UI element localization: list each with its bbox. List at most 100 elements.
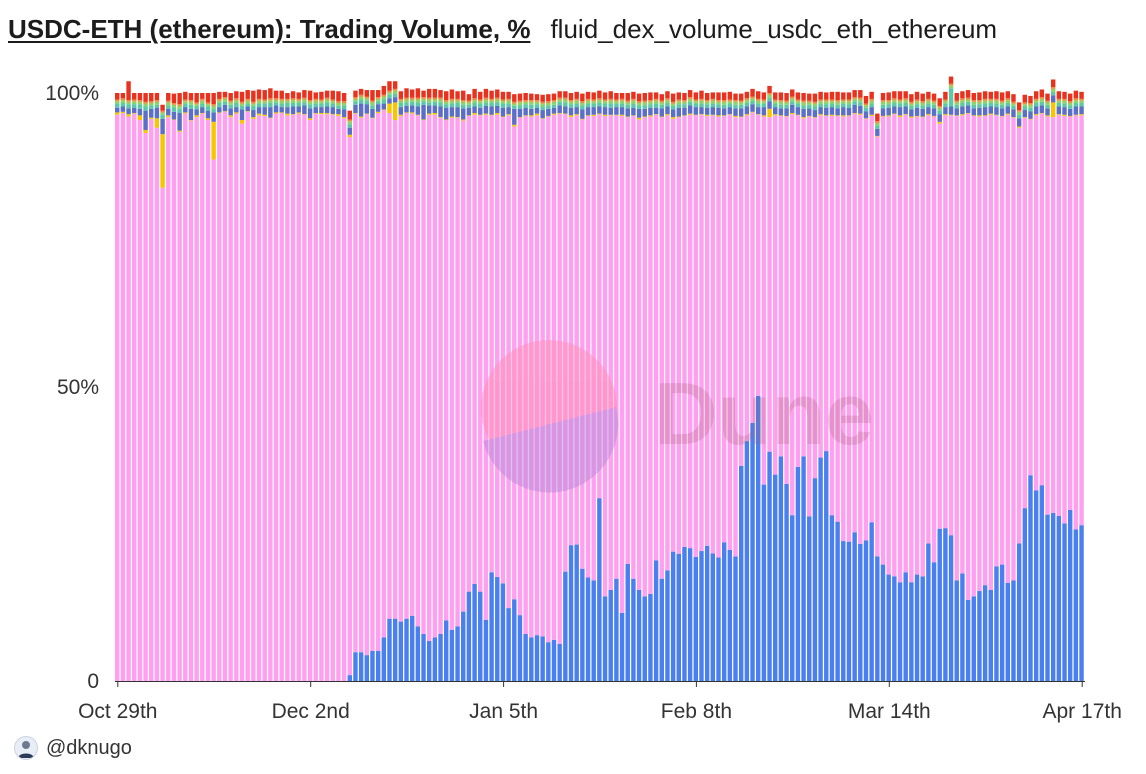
bar-stack[interactable] (801, 93, 806, 681)
bar-stack[interactable] (358, 88, 364, 681)
bar-stack[interactable] (398, 91, 404, 681)
bar-stack[interactable] (1028, 95, 1033, 681)
bar-stack[interactable] (863, 95, 869, 681)
bar-stack[interactable] (982, 91, 988, 681)
bar-stack[interactable] (1079, 91, 1084, 681)
bar-stack[interactable] (869, 91, 874, 681)
bar-stack[interactable] (790, 89, 795, 681)
chart-title-link[interactable]: USDC-ETH (ethereum): Trading Volume, % (8, 14, 531, 44)
bar-stack[interactable] (875, 113, 880, 681)
bar-stack[interactable] (937, 98, 942, 681)
bar-stack[interactable] (1005, 91, 1010, 681)
bar-stack[interactable] (256, 89, 262, 682)
bar-stack[interactable] (682, 93, 687, 681)
bar-stack[interactable] (296, 92, 301, 681)
bar-stack[interactable] (733, 93, 738, 681)
bar-stack[interactable] (614, 93, 619, 681)
bar-stack[interactable] (670, 93, 676, 681)
bar-stack[interactable] (597, 90, 602, 681)
bar-stack[interactable] (920, 93, 925, 681)
bar-stack[interactable] (897, 91, 903, 681)
bar-stack[interactable] (154, 93, 160, 681)
bar-stack[interactable] (449, 89, 455, 681)
bar-stack[interactable] (143, 93, 148, 682)
bar-stack[interactable] (755, 91, 761, 681)
bar-stack[interactable] (217, 91, 222, 682)
bar-stack[interactable] (943, 91, 948, 681)
bar-stack[interactable] (1073, 90, 1079, 681)
bar-stack[interactable] (336, 91, 341, 682)
bar-stack[interactable] (483, 88, 489, 681)
bar-stack[interactable] (738, 93, 744, 681)
bar-stack[interactable] (426, 88, 432, 681)
bar-stack[interactable] (994, 91, 999, 681)
bar-stack[interactable] (330, 90, 335, 681)
bar-stack[interactable] (960, 91, 965, 681)
bar-stack[interactable] (1033, 91, 1039, 681)
bar-stack[interactable] (239, 91, 245, 681)
bar-stack[interactable] (574, 91, 579, 681)
bar-stack[interactable] (188, 93, 194, 681)
bar-stack[interactable] (636, 93, 642, 681)
bar-stack[interactable] (948, 76, 954, 681)
bar-stack[interactable] (290, 91, 296, 681)
bar-stack[interactable] (926, 91, 931, 681)
bar-stack[interactable] (971, 93, 976, 681)
bar-stack[interactable] (409, 89, 415, 681)
bar-stack[interactable] (602, 92, 608, 681)
bar-stack[interactable] (1045, 93, 1050, 681)
bar-stack[interactable] (438, 90, 443, 681)
bar-stack[interactable] (137, 93, 143, 682)
bar-stack[interactable] (415, 88, 421, 681)
bar-stack[interactable] (478, 91, 483, 681)
bar-stack[interactable] (222, 91, 228, 681)
bar-stack[interactable] (495, 89, 500, 681)
bar-stack[interactable] (302, 90, 307, 681)
bar-stack[interactable] (585, 91, 591, 681)
bar-stack[interactable] (648, 92, 653, 681)
bar-stack[interactable] (251, 90, 256, 681)
bar-stack[interactable] (812, 93, 818, 681)
bar-stack[interactable] (1056, 91, 1062, 681)
bar-stack[interactable] (205, 93, 211, 682)
bar-stack[interactable] (177, 93, 182, 681)
bar-stack[interactable] (619, 93, 625, 681)
bar-stack[interactable] (149, 93, 154, 681)
bar-stack[interactable] (404, 88, 409, 681)
bar-stack[interactable] (319, 91, 324, 682)
bar-stack[interactable] (1050, 79, 1056, 681)
bar-stack[interactable] (767, 85, 772, 681)
bar-stack[interactable] (778, 92, 784, 681)
bar-stack[interactable] (999, 92, 1005, 681)
bar-stack[interactable] (245, 90, 250, 681)
bar-stack[interactable] (642, 93, 647, 681)
bar-stack[interactable] (1011, 94, 1016, 681)
bar-stack[interactable] (965, 90, 971, 681)
bar-stack[interactable] (1067, 93, 1073, 681)
bar-stack[interactable] (166, 93, 171, 682)
bar-stack[interactable] (954, 93, 959, 681)
author-credit[interactable]: @dknugo (14, 736, 132, 760)
bar-stack[interactable] (653, 92, 659, 681)
bar-stack[interactable] (846, 92, 852, 681)
bar-stack[interactable] (341, 93, 347, 681)
bar-stack[interactable] (211, 93, 216, 681)
bar-stack[interactable] (665, 91, 670, 681)
bar-stack[interactable] (625, 93, 630, 681)
bar-stack[interactable] (931, 93, 937, 681)
bar-stack[interactable] (818, 91, 823, 681)
bar-stack[interactable] (795, 92, 801, 681)
bar-stack[interactable] (347, 110, 352, 681)
bar-stack[interactable] (273, 90, 279, 681)
bar-stack[interactable] (631, 91, 636, 681)
bar-stack[interactable] (892, 91, 897, 681)
bar-stack[interactable] (183, 91, 188, 681)
bar-stack[interactable] (903, 91, 908, 681)
bar-stack[interactable] (659, 94, 664, 681)
bar-stack[interactable] (699, 90, 704, 681)
bar-stack[interactable] (285, 93, 290, 682)
bar-stack[interactable] (1016, 102, 1022, 681)
bar-stack[interactable] (784, 93, 789, 681)
bar-stack[interactable] (353, 90, 358, 681)
bar-stack[interactable] (716, 92, 721, 681)
